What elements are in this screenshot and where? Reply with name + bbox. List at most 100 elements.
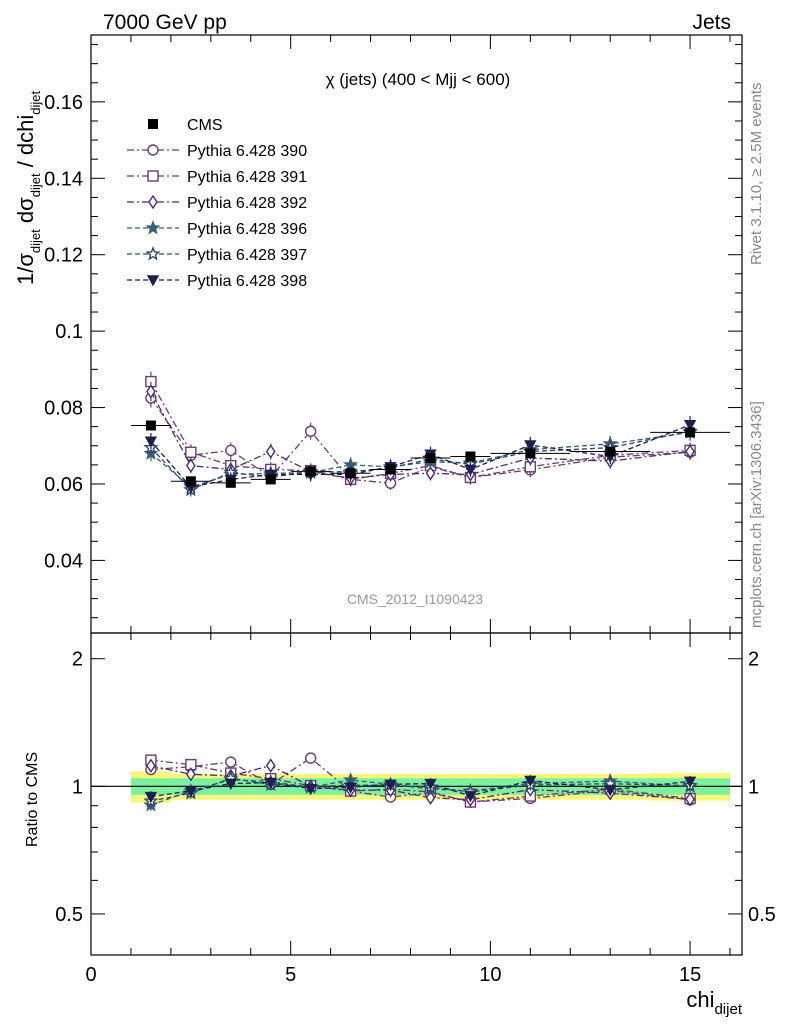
data-point bbox=[185, 476, 196, 487]
legend-marker bbox=[148, 194, 158, 210]
ratio-point bbox=[264, 777, 277, 789]
y-tick-label: 0.14 bbox=[44, 168, 83, 190]
series-line bbox=[150, 430, 691, 491]
series-line bbox=[150, 381, 691, 481]
ratio-series-line bbox=[150, 779, 691, 798]
ratio-point bbox=[384, 779, 397, 791]
series-point bbox=[146, 384, 156, 399]
ratio-point bbox=[685, 792, 695, 807]
legend-marker bbox=[145, 220, 161, 235]
y-tick-label: 0.04 bbox=[44, 550, 83, 572]
legend-label: Pythia 6.428 396 bbox=[187, 221, 307, 238]
ratio-series-line bbox=[150, 777, 691, 802]
x-tick-label: 15 bbox=[679, 964, 701, 986]
ratio-point bbox=[425, 790, 436, 805]
legend-label: Pythia 6.428 398 bbox=[187, 273, 307, 290]
data-point bbox=[145, 420, 156, 431]
legend-label: Pythia 6.428 397 bbox=[187, 247, 307, 264]
ratio-y-tick-label: 1 bbox=[72, 776, 83, 798]
header-left: 7000 GeV pp bbox=[103, 11, 227, 34]
series-1 bbox=[145, 371, 696, 808]
ratio-point bbox=[224, 778, 237, 791]
x-tick-label: 0 bbox=[85, 964, 96, 986]
data-point bbox=[305, 466, 316, 477]
legend-label: Pythia 6.428 391 bbox=[187, 169, 307, 186]
series-point bbox=[185, 446, 197, 458]
series-point bbox=[225, 444, 237, 457]
ratio-y-tick-label-right: 0.5 bbox=[748, 904, 776, 926]
frames bbox=[90, 34, 743, 956]
ratio-point bbox=[225, 756, 237, 768]
ratio-point bbox=[604, 785, 617, 797]
x-tick-label: 5 bbox=[285, 964, 296, 986]
series-line bbox=[150, 391, 691, 479]
data-point bbox=[685, 427, 696, 438]
ratio-point bbox=[304, 752, 317, 764]
legend-marker-data bbox=[148, 119, 158, 129]
ratio-y-tick-label: 0.5 bbox=[55, 904, 83, 926]
ratio-series-line bbox=[150, 779, 691, 806]
y-tick-label: 0.16 bbox=[44, 92, 83, 114]
legend-label-data: CMS bbox=[187, 117, 223, 134]
series-line bbox=[150, 397, 691, 484]
ratio-point bbox=[304, 783, 317, 796]
y-axis-label: 1/σdijet dσdijet / dchidijet bbox=[13, 90, 43, 285]
x-tick-label: 10 bbox=[479, 964, 501, 986]
data-point bbox=[385, 464, 396, 475]
series-point bbox=[265, 444, 276, 459]
data-point bbox=[345, 468, 356, 479]
ratio-point bbox=[265, 758, 276, 773]
header-right: Jets bbox=[692, 11, 731, 34]
series-point bbox=[685, 444, 695, 459]
ratio-point bbox=[464, 791, 477, 803]
data-point bbox=[605, 446, 616, 457]
ratio-frame bbox=[90, 632, 743, 956]
series-point bbox=[464, 464, 477, 476]
tick-labels: 0 5 10 15 0.04 0.06 0.08 0.1 0.12 0.14 0.16 0.5 0.5 1… bbox=[44, 92, 776, 986]
axis-ticks bbox=[90, 35, 742, 956]
y-tick-label: 0.12 bbox=[44, 245, 83, 267]
chart-title: χ (jets) (400 < Mjj < 600) bbox=[326, 70, 511, 89]
ratio-series-line bbox=[150, 764, 691, 801]
legend-marker bbox=[145, 246, 161, 261]
data-point bbox=[225, 477, 236, 488]
data-point bbox=[465, 451, 476, 462]
series-point bbox=[144, 436, 158, 448]
legend-label: Pythia 6.428 392 bbox=[187, 195, 307, 212]
ratio-y-tick-label-right: 2 bbox=[748, 649, 759, 671]
ratio-y-tick-label-right: 1 bbox=[748, 776, 759, 798]
data-layer bbox=[130, 420, 731, 488]
side-label-bottom: mcplots.cern.ch [arXiv:1306.3436] bbox=[748, 401, 765, 628]
y-tick-label: 0.06 bbox=[44, 474, 83, 496]
series-point bbox=[425, 466, 436, 481]
legend-marker bbox=[146, 275, 160, 287]
ratio-point bbox=[683, 776, 697, 788]
side-label-top: Rivet 3.1.10, ≥ 2.5M events bbox=[748, 83, 765, 266]
series-point bbox=[524, 440, 537, 452]
legend-marker bbox=[147, 144, 159, 156]
watermark: CMS_2012_I1090423 bbox=[347, 591, 483, 607]
legend: CMS Pythia 6.428 390 Pythia 6.428 391 Pythi… bbox=[127, 117, 307, 290]
data-point bbox=[525, 448, 536, 459]
series-point bbox=[186, 458, 196, 473]
series-line bbox=[150, 424, 691, 488]
ratio-point bbox=[186, 767, 196, 782]
x-axis-label: chidijet bbox=[686, 987, 742, 1018]
ratio-point bbox=[146, 758, 156, 774]
ratio-point bbox=[184, 786, 198, 798]
ratio-y-axis-label: Ratio to CMS bbox=[24, 752, 41, 847]
ratio-point bbox=[144, 791, 158, 804]
y-tick-label: 0.08 bbox=[44, 398, 83, 420]
ratio-point bbox=[424, 778, 437, 791]
legend-label: Pythia 6.428 390 bbox=[187, 143, 307, 160]
ratio-series-line bbox=[150, 757, 691, 803]
ratio-point bbox=[344, 782, 357, 794]
series-point bbox=[683, 420, 697, 432]
series-point bbox=[304, 425, 317, 437]
ratio-y-tick-label: 2 bbox=[72, 649, 83, 671]
series-line bbox=[150, 431, 691, 488]
legend-marker bbox=[147, 170, 159, 182]
data-point bbox=[425, 452, 436, 463]
